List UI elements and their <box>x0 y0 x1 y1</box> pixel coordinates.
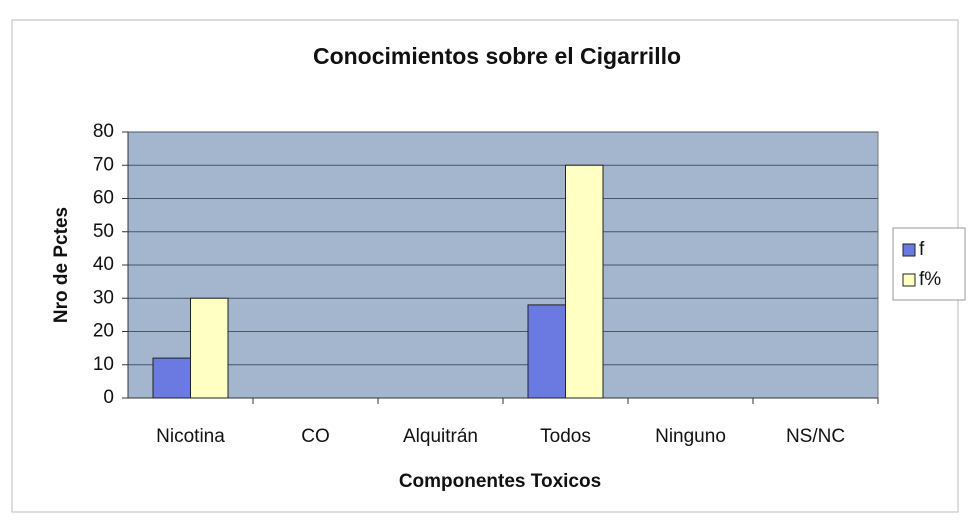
bar <box>527 304 566 399</box>
legend-box <box>892 227 966 301</box>
y-tick-label: 50 <box>93 221 114 242</box>
x-tick-label: Alquitrán <box>403 426 478 447</box>
bar <box>565 164 604 399</box>
y-tick-label: 30 <box>93 287 114 308</box>
y-axis-title: Nro de Pctes <box>51 207 72 323</box>
y-tick-label: 60 <box>93 188 114 209</box>
legend-swatch <box>902 243 916 257</box>
x-tick-label: Todos <box>540 426 591 447</box>
x-tick-label: CO <box>301 426 330 447</box>
y-tick-label: 20 <box>93 321 114 342</box>
y-tick-label: 40 <box>93 254 114 275</box>
legend-label: f <box>919 239 925 260</box>
bar <box>152 357 191 399</box>
y-tick-label: 80 <box>93 121 114 142</box>
x-axis-title: Componentes Toxicos <box>399 471 601 492</box>
x-tick-label: NS/NC <box>786 426 845 447</box>
legend-label: f% <box>919 269 941 290</box>
x-tick-label: Nicotina <box>156 426 225 447</box>
bar <box>190 297 229 399</box>
y-tick-label: 10 <box>93 354 114 375</box>
legend-swatch <box>902 273 916 287</box>
chart-title: Conocimientos sobre el Cigarrillo <box>313 43 681 69</box>
x-tick-label: Ninguno <box>655 426 726 447</box>
y-tick-label: 70 <box>93 154 114 175</box>
y-tick-label: 0 <box>103 387 114 408</box>
